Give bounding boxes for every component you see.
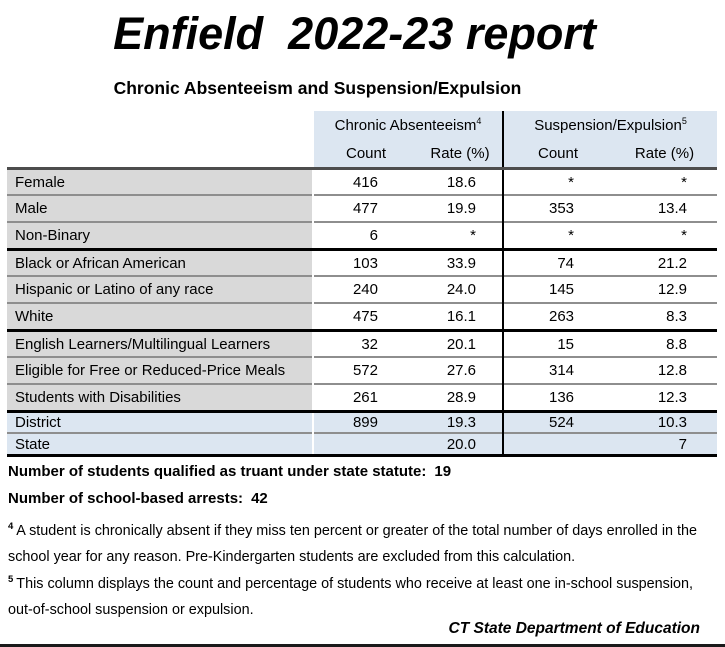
table-row-english-learners: English Learners/Multilingual Learners 3… <box>7 328 718 358</box>
row-label: District <box>7 409 314 434</box>
ca-count-cell: 477 <box>313 194 418 223</box>
row-label: State <box>7 432 314 457</box>
table-row-female: Female 416 18.6 * * <box>7 167 718 196</box>
se-rate-cell: * <box>612 167 718 196</box>
row-label: Eligible for Free or Reduced-Price Meals <box>7 356 314 385</box>
row-label: Non-Binary <box>7 221 314 250</box>
truancy-summary: Number of students qualified as truant u… <box>8 462 725 481</box>
se-rate-cell: 12.8 <box>612 356 718 385</box>
table-row-free-reduced-price-meals: Eligible for Free or Reduced-Price Meals… <box>7 356 718 385</box>
se-rate-cell: * <box>612 221 718 250</box>
group-header-suspension-expulsion: Suspension/Expulsion5 <box>502 111 718 141</box>
row-label: Hispanic or Latino of any race <box>7 275 314 304</box>
ca-rate-cell: 19.9 <box>418 194 504 223</box>
footnote-5-marker: 5 <box>8 574 14 586</box>
se-rate-cell: 21.2 <box>612 247 718 277</box>
se-rate-cell: 12.9 <box>612 275 718 304</box>
column-header-ca-count: Count <box>313 140 418 170</box>
se-count-cell: 524 <box>502 409 613 434</box>
se-count-cell: 314 <box>502 356 613 385</box>
table-row-white: White 475 16.1 263 8.3 <box>7 302 718 331</box>
footnote-marker-4: 4 <box>476 116 482 127</box>
table-row-state: State 20.0 7 <box>7 432 718 457</box>
ca-count-cell <box>313 432 418 457</box>
ca-rate-cell: 18.6 <box>418 167 504 196</box>
ca-count-cell: 475 <box>313 302 418 331</box>
row-label: Male <box>7 194 314 223</box>
group-header-chronic-absenteeism: Chronic Absenteeism4 <box>313 111 504 141</box>
se-rate-cell: 7 <box>612 432 718 457</box>
se-rate-cell: 8.3 <box>612 302 718 331</box>
se-rate-cell: 10.3 <box>612 409 718 434</box>
corner-cell <box>7 111 314 170</box>
ca-count-cell: 240 <box>313 275 418 304</box>
ca-rate-cell: 19.3 <box>418 409 504 434</box>
arrests-summary: Number of school-based arrests: 42 <box>8 489 725 508</box>
ca-rate-cell: 20.0 <box>418 432 504 457</box>
truancy-count: 19 <box>434 462 452 480</box>
report-subtitle: Chronic Absenteeism and Suspension/Expul… <box>113 78 522 99</box>
table-row-hispanic-or-latino: Hispanic or Latino of any race 240 24.0 … <box>7 275 718 304</box>
row-label: Black or African American <box>7 247 314 277</box>
ca-rate-cell: 20.1 <box>418 328 504 358</box>
ca-rate-cell: 24.0 <box>418 275 504 304</box>
table-row-students-with-disabilities: Students with Disabilities 261 28.9 136 … <box>7 383 718 412</box>
ca-count-cell: 6 <box>313 221 418 250</box>
row-label: Students with Disabilities <box>7 383 314 412</box>
footnote-4-marker: 4 <box>8 521 14 533</box>
ca-rate-cell: 27.6 <box>418 356 504 385</box>
group-header-label: Chronic Absenteeism <box>334 117 477 135</box>
se-count-cell: * <box>502 167 613 196</box>
se-count-cell: 136 <box>502 383 613 412</box>
ca-count-cell: 103 <box>313 247 418 277</box>
footnote-4-text: A student is chronically absent if they … <box>8 522 698 565</box>
group-header-label: Suspension/Expulsion <box>534 117 682 135</box>
se-count-cell: 15 <box>502 328 613 358</box>
column-header-se-count: Count <box>502 140 613 170</box>
column-header-se-rate: Rate (%) <box>612 140 718 170</box>
row-label: White <box>7 302 314 331</box>
se-count-cell: 145 <box>502 275 613 304</box>
se-count-cell <box>502 432 613 457</box>
se-rate-cell: 12.3 <box>612 383 718 412</box>
ca-rate-cell: 33.9 <box>418 247 504 277</box>
arrests-summary-label: Number of school-based arrests: <box>8 489 244 507</box>
se-rate-cell: 13.4 <box>612 194 718 223</box>
absenteeism-suspension-table: Chronic Absenteeism4 Suspension/Expulsio… <box>7 111 718 457</box>
footnote-5-text: This column displays the count and perce… <box>8 575 694 618</box>
arrests-count: 42 <box>251 489 268 507</box>
source-attribution: CT State Department of Education <box>448 619 700 637</box>
table-row-male: Male 477 19.9 353 13.4 <box>7 194 718 223</box>
table-row-black-or-african-american: Black or African American 103 33.9 74 21… <box>7 247 718 277</box>
table-row-district: District 899 19.3 524 10.3 <box>7 409 718 434</box>
footnote-5: 5 This column displays the count and perc… <box>8 571 717 623</box>
truancy-summary-label: Number of students qualified as truant u… <box>8 462 427 480</box>
se-count-cell: * <box>502 221 613 250</box>
ca-rate-cell: * <box>418 221 504 250</box>
ca-count-cell: 416 <box>313 167 418 196</box>
se-count-cell: 74 <box>502 247 613 277</box>
ca-rate-cell: 28.9 <box>418 383 504 412</box>
se-count-cell: 353 <box>502 194 613 223</box>
table-row-non-binary: Non-Binary 6 * * * <box>7 221 718 250</box>
ca-count-cell: 32 <box>313 328 418 358</box>
ca-rate-cell: 16.1 <box>418 302 504 331</box>
group-header-row: Chronic Absenteeism4 Suspension/Expulsio… <box>7 111 718 170</box>
se-count-cell: 263 <box>502 302 613 331</box>
report-title: Enfield 2022-23 report <box>113 8 596 59</box>
ca-count-cell: 261 <box>313 383 418 412</box>
footnote-marker-5: 5 <box>681 116 687 127</box>
column-header-ca-rate: Rate (%) <box>418 140 504 170</box>
ca-count-cell: 572 <box>313 356 418 385</box>
row-label: English Learners/Multilingual Learners <box>7 328 314 358</box>
se-rate-cell: 8.8 <box>612 328 718 358</box>
ca-count-cell: 899 <box>313 409 418 434</box>
row-label: Female <box>7 167 314 196</box>
column-header-row: Count Rate (%) Count Rate (%) <box>7 140 718 170</box>
